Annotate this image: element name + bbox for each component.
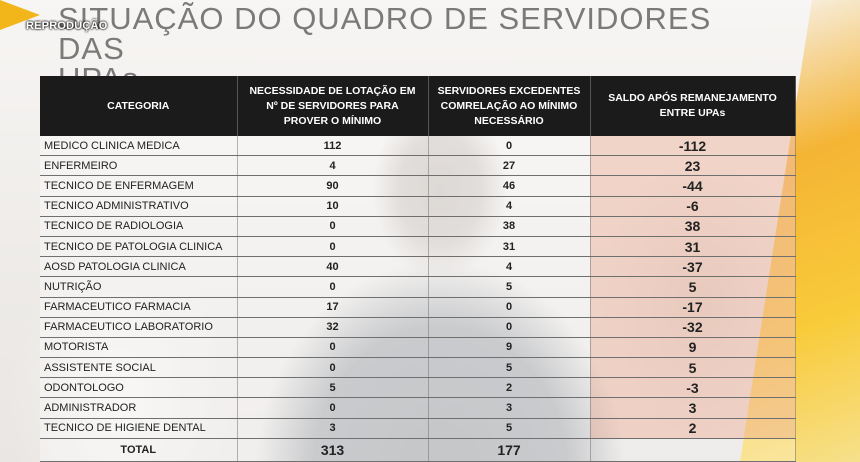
servidores-table: CATEGORIA NECESSIDADE DE LOTAÇÃO EM Nº D… xyxy=(40,76,796,462)
cell-necessidade: 0 xyxy=(237,216,429,237)
cell-excedentes: 46 xyxy=(428,175,591,197)
photo-credit: REPRODUÇÃO xyxy=(26,20,108,32)
cell-necessidade: 0 xyxy=(237,276,429,298)
cell-excedentes: 9 xyxy=(428,337,591,359)
total-excedentes: 177 xyxy=(428,438,591,462)
cell-saldo: 3 xyxy=(590,397,796,419)
cell-categoria: ADMINISTRADOR xyxy=(40,397,238,419)
cell-categoria: TECNICO DE HIGIENE DENTAL xyxy=(40,418,238,439)
header-row: CATEGORIA NECESSIDADE DE LOTAÇÃO EM Nº D… xyxy=(40,76,796,136)
cell-saldo: 23 xyxy=(590,155,796,177)
cell-excedentes: 0 xyxy=(428,317,591,338)
cell-excedentes: 5 xyxy=(428,357,591,379)
total-row: TOTAL 313 177 xyxy=(40,438,796,462)
cell-excedentes: 4 xyxy=(428,196,591,217)
table-row: MEDICO CLINICA MEDICA 112 0 -112 xyxy=(40,136,796,157)
table-row: TECNICO ADMINISTRATIVO 10 4 -6 xyxy=(40,196,796,217)
cell-categoria: TECNICO ADMINISTRATIVO xyxy=(40,196,238,217)
cell-necessidade: 90 xyxy=(237,175,429,197)
cell-categoria: AOSD PATOLOGIA CLINICA xyxy=(40,256,238,278)
cell-saldo: -17 xyxy=(590,297,796,318)
cell-categoria: MOTORISTA xyxy=(40,337,238,359)
header-necessidade: NECESSIDADE DE LOTAÇÃO EM Nº DE SERVIDOR… xyxy=(237,76,429,136)
total-saldo-empty xyxy=(590,438,796,462)
cell-excedentes: 3 xyxy=(428,397,591,419)
table-row: ENFERMEIRO 4 27 23 xyxy=(40,155,796,177)
cell-saldo: -3 xyxy=(590,377,796,399)
cell-necessidade: 10 xyxy=(237,196,429,217)
cell-saldo: 2 xyxy=(590,418,796,439)
cell-necessidade: 40 xyxy=(237,256,429,278)
cell-necessidade: 0 xyxy=(237,337,429,359)
cell-saldo: -32 xyxy=(590,317,796,338)
total-label: TOTAL xyxy=(40,438,238,462)
cell-saldo: -112 xyxy=(590,136,796,157)
cell-necessidade: 32 xyxy=(237,317,429,338)
cell-saldo: -6 xyxy=(590,196,796,217)
cell-excedentes: 5 xyxy=(428,276,591,298)
cell-categoria: ODONTOLOGO xyxy=(40,377,238,399)
header-saldo: SALDO APÓS REMANEJAMENTO ENTRE UPAs xyxy=(590,76,796,136)
table-row: FARMACEUTICO FARMACIA 17 0 -17 xyxy=(40,297,796,318)
header-excedentes: SERVIDORES EXCEDENTES COMRELAÇÃO AO MÍNI… xyxy=(428,76,591,136)
cell-excedentes: 5 xyxy=(428,418,591,439)
table-row: TECNICO DE PATOLOGIA CLINICA 0 31 31 xyxy=(40,236,796,258)
table-row: MOTORISTA 0 9 9 xyxy=(40,337,796,359)
cell-excedentes: 0 xyxy=(428,297,591,318)
cell-categoria: FARMACEUTICO LABORATORIO xyxy=(40,317,238,338)
cell-necessidade: 112 xyxy=(237,136,429,157)
title-line-1: SITUAÇÃO DO QUADRO DE SERVIDORES DAS xyxy=(58,1,712,66)
cell-necessidade: 5 xyxy=(237,377,429,399)
cell-excedentes: 31 xyxy=(428,236,591,258)
cell-excedentes: 27 xyxy=(428,155,591,177)
cell-necessidade: 0 xyxy=(237,397,429,419)
table-row: ADMINISTRADOR 0 3 3 xyxy=(40,397,796,419)
cell-necessidade: 4 xyxy=(237,155,429,177)
cell-excedentes: 38 xyxy=(428,216,591,237)
cell-saldo: 9 xyxy=(590,337,796,359)
cell-categoria: FARMACEUTICO FARMACIA xyxy=(40,297,238,318)
total-necessidade: 313 xyxy=(237,438,429,462)
cell-saldo: 5 xyxy=(590,357,796,379)
cell-saldo: 31 xyxy=(590,236,796,258)
table-row: TECNICO DE RADIOLOGIA 0 38 38 xyxy=(40,216,796,237)
table-row: TECNICO DE ENFERMAGEM 90 46 -44 xyxy=(40,175,796,197)
table-row: NUTRIÇÃO 0 5 5 xyxy=(40,276,796,298)
cell-necessidade: 0 xyxy=(237,236,429,258)
cell-excedentes: 4 xyxy=(428,256,591,278)
cell-categoria: TECNICO DE RADIOLOGIA xyxy=(40,216,238,237)
table-row: ODONTOLOGO 5 2 -3 xyxy=(40,377,796,399)
header-categoria: CATEGORIA xyxy=(40,76,238,136)
cell-necessidade: 17 xyxy=(237,297,429,318)
cell-excedentes: 0 xyxy=(428,136,591,157)
cell-necessidade: 0 xyxy=(237,357,429,379)
cell-saldo: 38 xyxy=(590,216,796,237)
cell-categoria: TECNICO DE ENFERMAGEM xyxy=(40,175,238,197)
table-row: ASSISTENTE SOCIAL 0 5 5 xyxy=(40,357,796,379)
cell-excedentes: 2 xyxy=(428,377,591,399)
cell-necessidade: 3 xyxy=(237,418,429,439)
cell-saldo: 5 xyxy=(590,276,796,298)
slide-title: SITUAÇÃO DO QUADRO DE SERVIDORES DAS UPA… xyxy=(58,1,758,94)
table-row: AOSD PATOLOGIA CLINICA 40 4 -37 xyxy=(40,256,796,278)
cell-saldo: -37 xyxy=(590,256,796,278)
cell-categoria: TECNICO DE PATOLOGIA CLINICA xyxy=(40,236,238,258)
cell-categoria: NUTRIÇÃO xyxy=(40,276,238,298)
table-row: TECNICO DE HIGIENE DENTAL 3 5 2 xyxy=(40,418,796,439)
cell-categoria: MEDICO CLINICA MEDICA xyxy=(40,136,238,157)
cell-categoria: ASSISTENTE SOCIAL xyxy=(40,357,238,379)
cell-saldo: -44 xyxy=(590,175,796,197)
table-row: FARMACEUTICO LABORATORIO 32 0 -32 xyxy=(40,317,796,338)
cell-categoria: ENFERMEIRO xyxy=(40,155,238,177)
